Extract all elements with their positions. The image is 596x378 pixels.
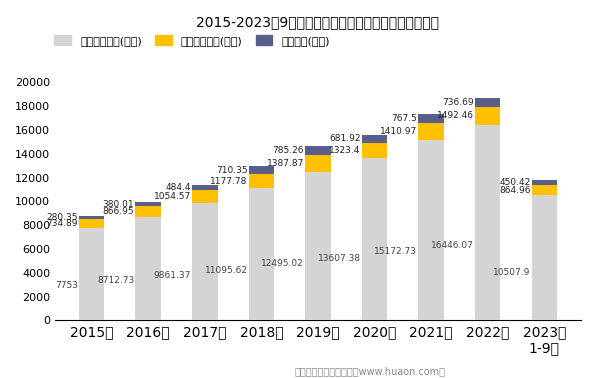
Text: 450.42: 450.42 [499, 178, 530, 187]
Text: 16446.07: 16446.07 [431, 242, 474, 251]
Text: 864.96: 864.96 [499, 186, 530, 195]
Text: 484.4: 484.4 [166, 183, 191, 192]
Bar [362, 135, 387, 143]
Bar [135, 206, 161, 217]
Text: 10507.9: 10507.9 [493, 268, 530, 277]
Text: 1323.4: 1323.4 [330, 146, 361, 155]
Bar [192, 203, 218, 321]
Text: 7753: 7753 [55, 281, 77, 290]
Text: 13607.38: 13607.38 [318, 254, 361, 263]
Bar [475, 125, 501, 321]
Text: 736.69: 736.69 [442, 98, 474, 107]
Bar [192, 191, 218, 203]
Text: 681.92: 681.92 [329, 134, 361, 143]
Text: 734.89: 734.89 [46, 219, 77, 228]
Bar [362, 143, 387, 158]
Text: 1177.78: 1177.78 [210, 177, 247, 186]
Text: 15172.73: 15172.73 [374, 247, 417, 256]
Bar [305, 146, 331, 155]
Text: 12495.02: 12495.02 [262, 259, 304, 268]
Text: 1410.97: 1410.97 [380, 127, 417, 136]
Text: 9861.37: 9861.37 [154, 271, 191, 280]
Text: 380.01: 380.01 [103, 200, 134, 209]
Text: 767.5: 767.5 [392, 114, 417, 123]
Text: 785.26: 785.26 [272, 146, 304, 155]
Bar [305, 172, 331, 321]
Text: 制图：华经产业研究院（www.huaon.com）: 制图：华经产业研究院（www.huaon.com） [294, 366, 445, 376]
Bar [249, 174, 274, 188]
Bar [305, 155, 331, 172]
Bar [418, 123, 444, 140]
Text: 280.35: 280.35 [46, 213, 77, 222]
Bar [475, 107, 501, 125]
Text: 710.35: 710.35 [216, 166, 247, 175]
Text: 866.95: 866.95 [103, 207, 134, 216]
Bar [192, 185, 218, 191]
Bar [135, 202, 161, 206]
Bar [532, 180, 557, 185]
Text: 1492.46: 1492.46 [437, 111, 474, 120]
Bar [79, 216, 104, 219]
Legend: 建筑工程产値(亿元), 安装工程产値(亿元), 其他产値(亿元): 建筑工程产値(亿元), 安装工程产値(亿元), 其他产値(亿元) [50, 31, 334, 51]
Bar [79, 228, 104, 321]
Bar [362, 158, 387, 321]
Text: 8712.73: 8712.73 [97, 276, 134, 285]
Bar [475, 98, 501, 107]
Bar [135, 217, 161, 321]
Bar [418, 114, 444, 123]
Bar [79, 219, 104, 228]
Text: 1387.87: 1387.87 [267, 159, 304, 168]
Bar [532, 185, 557, 195]
Bar [532, 195, 557, 321]
Text: 1054.57: 1054.57 [154, 192, 191, 201]
Bar [418, 140, 444, 321]
Bar [249, 188, 274, 321]
Text: 11095.62: 11095.62 [204, 266, 247, 275]
Bar [249, 166, 274, 174]
Title: 2015-2023年9月四川建筑业工程、安装工程及其他产値: 2015-2023年9月四川建筑业工程、安装工程及其他产値 [197, 15, 439, 29]
